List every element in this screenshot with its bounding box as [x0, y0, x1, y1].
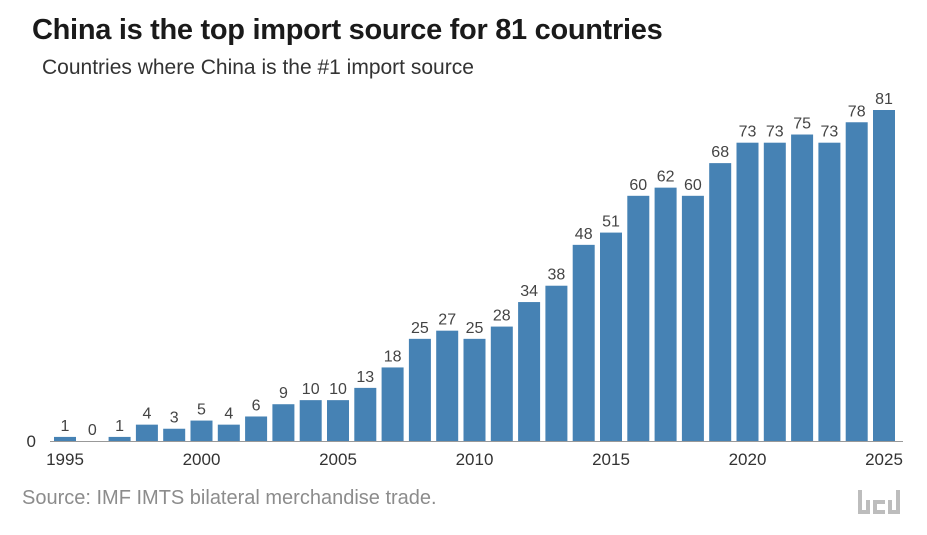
data-label-2009: 27 [438, 312, 456, 329]
data-label-1996: 0 [88, 422, 97, 439]
x-tick-label-2000: 2000 [183, 450, 221, 469]
bar-2003 [272, 404, 295, 441]
data-label-2002: 6 [252, 397, 261, 414]
bar-2010 [463, 338, 486, 441]
data-label-2000: 5 [197, 402, 206, 419]
bar-2002 [245, 416, 268, 441]
data-label-2015: 51 [602, 214, 620, 231]
data-label-2016: 60 [629, 177, 647, 194]
data-label-2023: 73 [821, 124, 839, 141]
bar-2007 [381, 367, 404, 441]
data-label-1999: 3 [170, 410, 179, 427]
bar-2022 [791, 134, 814, 441]
bar-2008 [408, 338, 431, 441]
bar-2012 [518, 302, 541, 441]
data-label-2012: 34 [520, 283, 538, 300]
data-label-1997: 1 [115, 418, 124, 435]
bar-1998 [135, 424, 158, 441]
bar-2011 [490, 326, 513, 441]
bar-1995 [54, 436, 76, 441]
bar-2024 [845, 122, 868, 441]
data-label-1998: 4 [142, 406, 151, 423]
data-label-2017: 62 [657, 169, 675, 186]
data-label-2025: 81 [875, 91, 893, 108]
data-label-2010: 25 [466, 320, 484, 337]
bar-1997 [108, 436, 131, 441]
data-label-2021: 73 [766, 124, 784, 141]
data-label-2001: 4 [224, 406, 233, 423]
bar-2005 [327, 400, 349, 441]
data-label-2020: 73 [739, 124, 757, 141]
source-note: Source: IMF IMTS bilateral merchandise t… [22, 487, 437, 509]
x-tick-label-2010: 2010 [456, 450, 494, 469]
bar-1999 [163, 428, 186, 441]
y-tick-label-0: 0 [27, 432, 36, 451]
data-label-2011: 28 [493, 308, 511, 325]
x-tick-label-1995: 1995 [46, 450, 84, 469]
data-label-2013: 38 [548, 267, 566, 284]
data-label-2003: 9 [279, 385, 288, 402]
bar-2017 [654, 187, 677, 441]
bar-2015 [600, 232, 622, 441]
bar-2000 [190, 420, 213, 441]
x-tick-label-2025: 2025 [865, 450, 903, 469]
data-label-2005: 10 [329, 381, 347, 398]
chart-subtitle: Countries where China is the #1 import s… [42, 56, 474, 79]
bar-2023 [818, 142, 841, 441]
bar-2001 [217, 424, 240, 441]
x-tick-label-2015: 2015 [592, 450, 630, 469]
data-label-2024: 78 [848, 103, 866, 120]
data-label-2006: 13 [356, 369, 374, 386]
chart-title: China is the top import source for 81 co… [32, 14, 663, 46]
data-label-1995: 1 [61, 418, 70, 435]
bar-2019 [709, 163, 732, 441]
bar-2016 [627, 195, 650, 441]
x-tick-label-2020: 2020 [729, 450, 767, 469]
data-label-2018: 60 [684, 177, 702, 194]
bar-2013 [545, 285, 568, 441]
bar-2018 [681, 195, 704, 441]
data-label-2022: 75 [793, 116, 811, 133]
data-label-2004: 10 [302, 381, 320, 398]
bar-2020 [736, 142, 759, 441]
bar-2014 [572, 244, 595, 441]
bar-2006 [354, 387, 377, 441]
brand-logo-icon [858, 490, 900, 514]
x-tick-label-2005: 2005 [319, 450, 357, 469]
bar-2004 [299, 400, 322, 441]
bar-2009 [436, 330, 459, 441]
bar-2021 [763, 142, 786, 441]
data-label-2019: 68 [711, 144, 729, 161]
data-label-2014: 48 [575, 226, 593, 243]
bar-2025 [873, 110, 895, 441]
data-label-2007: 18 [384, 348, 402, 365]
data-label-2008: 25 [411, 320, 429, 337]
